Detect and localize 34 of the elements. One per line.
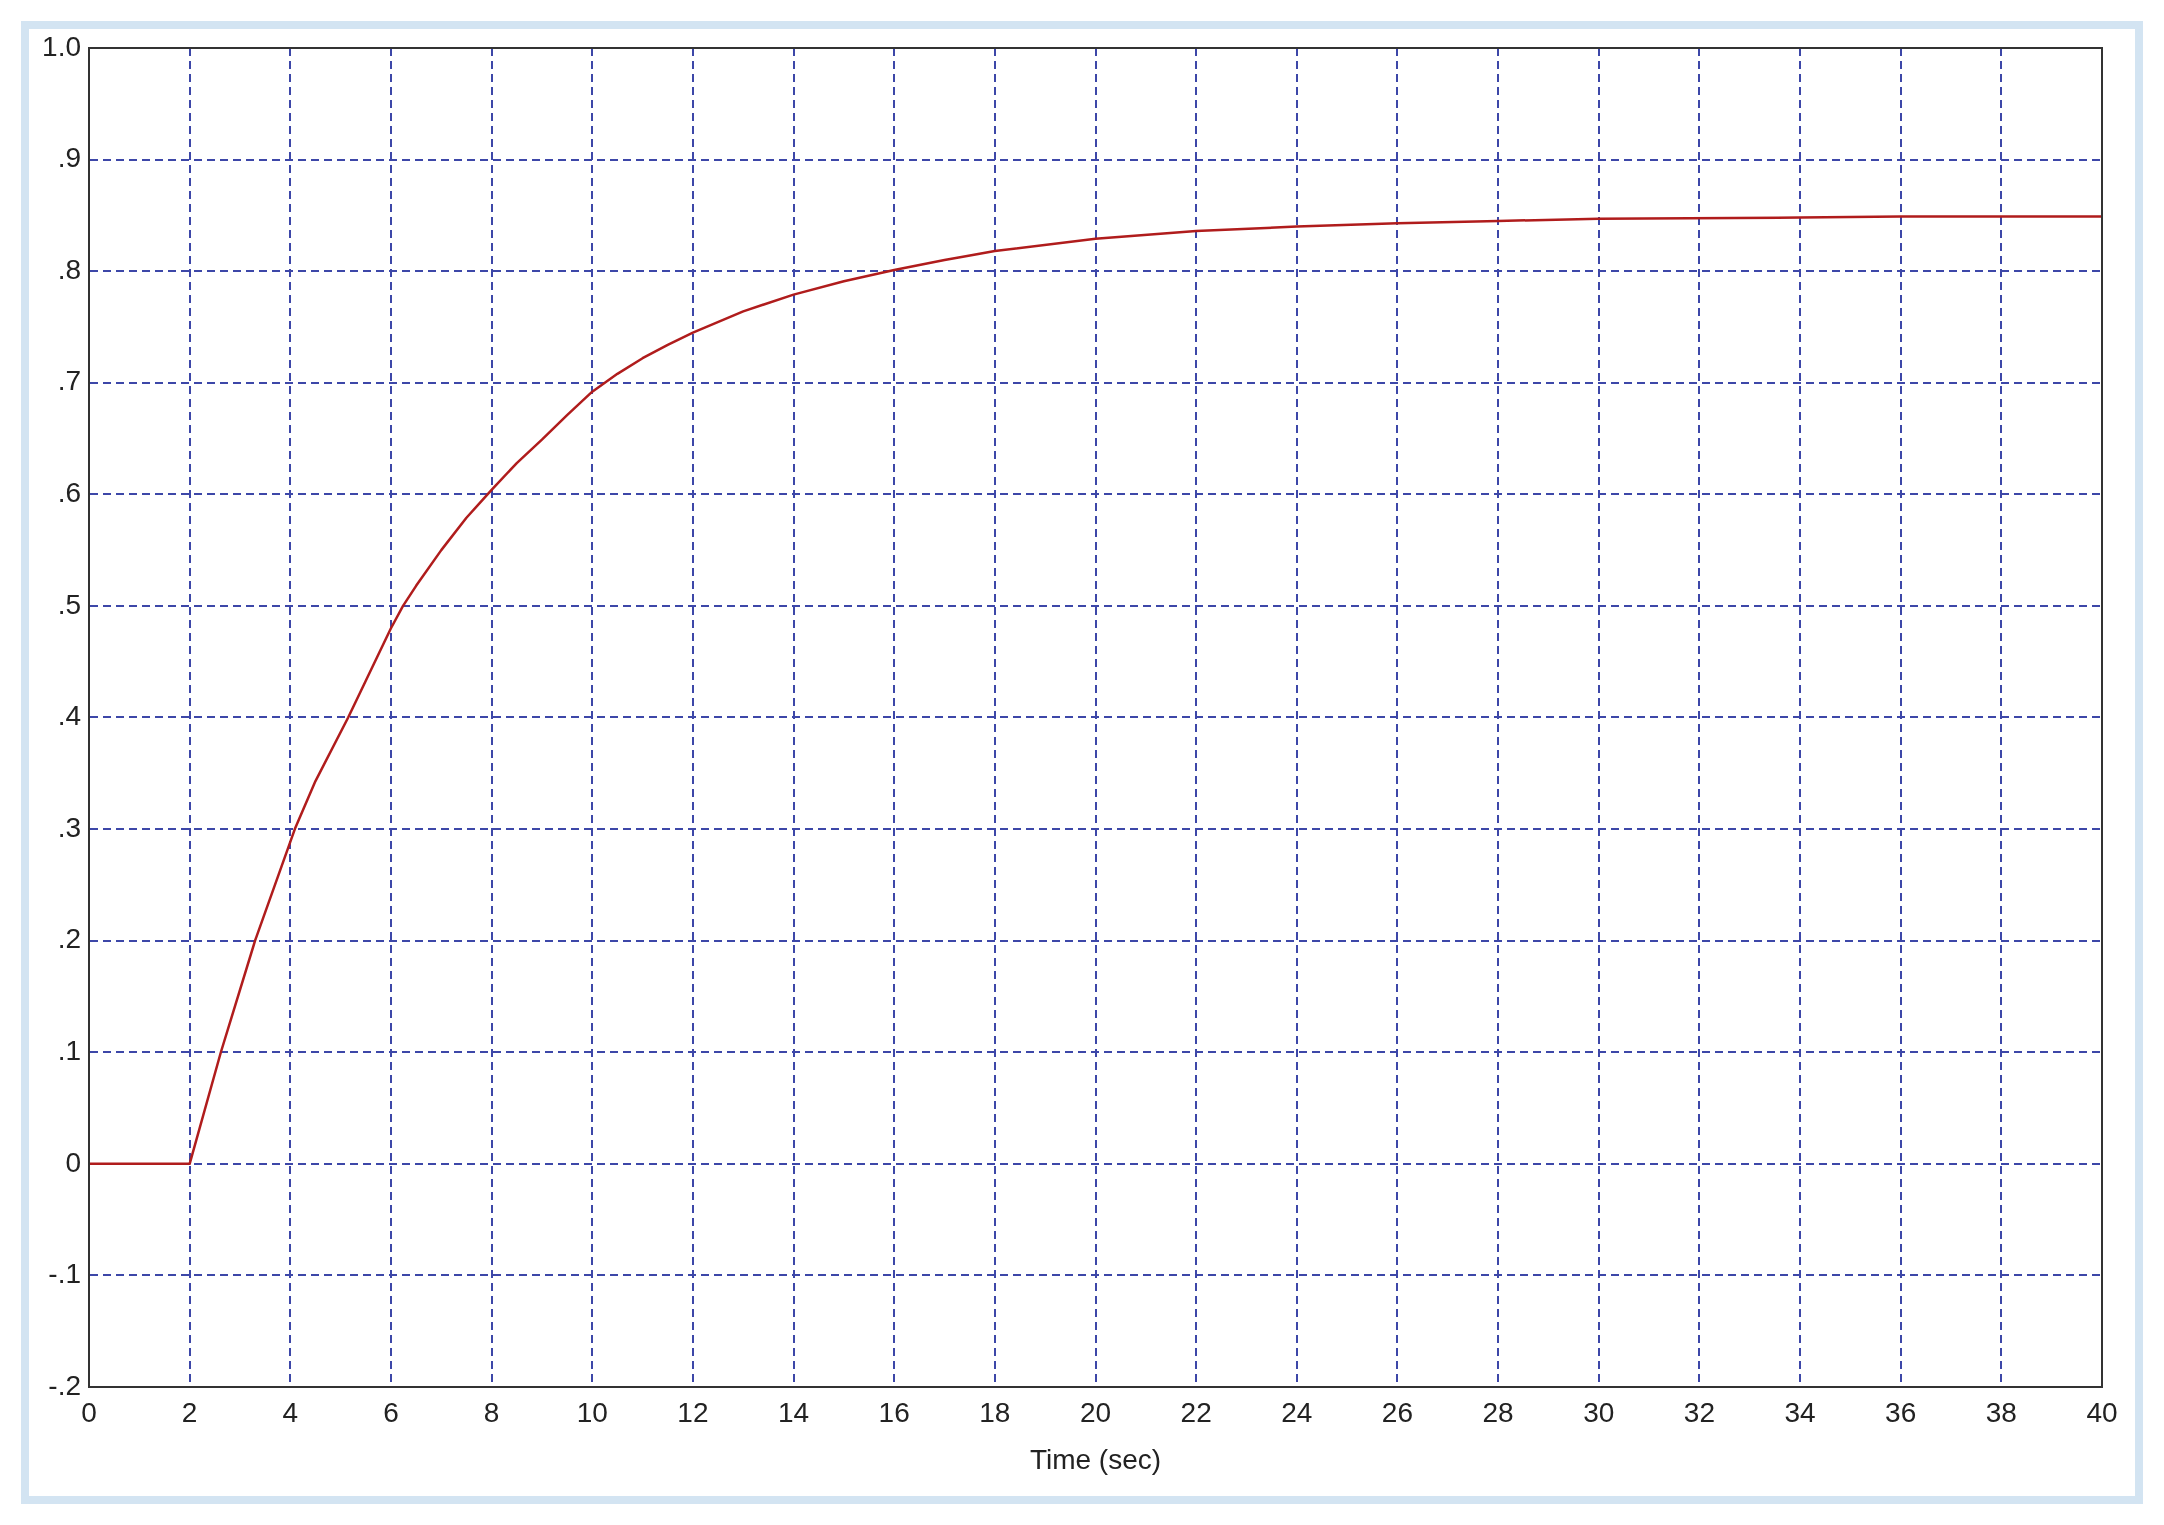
y-tick-label: -.1: [48, 1258, 81, 1290]
y-tick-label: 0: [65, 1146, 81, 1178]
y-tick-label: .7: [57, 365, 81, 397]
x-tick-label: 4: [282, 1396, 299, 1428]
x-axis-title: Time (sec): [1029, 1443, 1162, 1475]
x-tick-label: 40: [2086, 1396, 2118, 1428]
x-tick-label: 20: [1079, 1396, 1112, 1428]
x-tick-label: 22: [1180, 1396, 1212, 1428]
x-tick-label: 36: [1885, 1396, 1917, 1428]
x-tick-label: 28: [1482, 1396, 1514, 1428]
y-tick-label: -.2: [48, 1369, 81, 1401]
y-tick-label: .6: [57, 477, 81, 509]
x-tick-label: 38: [1985, 1396, 2017, 1428]
x-tick-label: 8: [483, 1396, 500, 1428]
x-tick-label: 26: [1381, 1396, 1414, 1428]
x-tick-label: 34: [1784, 1396, 1816, 1428]
y-tick-label: .3: [57, 811, 81, 843]
y-tick-label: .2: [57, 923, 81, 955]
x-tick-label: 18: [979, 1396, 1011, 1428]
y-tick-label: .9: [57, 142, 81, 174]
y-tick-label: 1.0: [42, 30, 81, 62]
x-tick-label: 24: [1281, 1396, 1313, 1428]
x-tick-label: 6: [383, 1396, 399, 1428]
y-tick-label: .4: [57, 700, 81, 732]
x-tick-label: 14: [777, 1396, 810, 1428]
x-tick-label: 30: [1583, 1396, 1615, 1428]
x-tick-label: 12: [677, 1396, 709, 1428]
y-tick-label: .8: [57, 253, 81, 285]
y-tick-label: .1: [57, 1034, 81, 1066]
x-tick-label: 10: [576, 1396, 608, 1428]
y-tick-label: .5: [57, 588, 81, 620]
x-tick-label: 2: [181, 1396, 198, 1428]
x-tick-label: 32: [1683, 1396, 1715, 1428]
x-tick-label: 16: [878, 1396, 910, 1428]
